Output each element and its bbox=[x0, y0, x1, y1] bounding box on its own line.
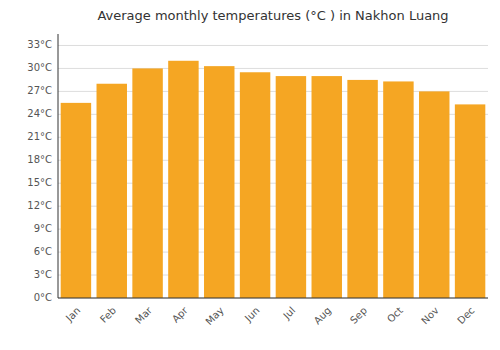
x-tick-label: Feb bbox=[98, 305, 118, 325]
x-axis-line bbox=[58, 298, 488, 299]
bar bbox=[455, 104, 485, 298]
grid bbox=[58, 45, 488, 298]
x-axis-ticks: Jan Feb Mar Apr May Jun Jul Aug Sep Oct Nov Dec bbox=[63, 304, 477, 327]
chart-svg: 0°C 3°C 6°C 9°C 12°C 15°C 18°C 21°C 24°C 27°C 30°C… bbox=[0, 0, 500, 350]
bar bbox=[204, 66, 234, 298]
y-tick-label: 27°C bbox=[27, 85, 52, 96]
x-tick-label: Mar bbox=[133, 304, 155, 326]
bar bbox=[61, 103, 91, 298]
bar bbox=[347, 80, 377, 298]
y-tick-label: 21°C bbox=[27, 131, 52, 142]
bar bbox=[240, 72, 270, 298]
x-tick-label: Jun bbox=[242, 305, 262, 325]
x-tick-label: Apr bbox=[170, 304, 191, 325]
y-axis-line bbox=[58, 34, 59, 298]
y-tick-label: 12°C bbox=[27, 200, 52, 211]
bar bbox=[312, 76, 342, 298]
y-axis-ticks: 0°C 3°C 6°C 9°C 12°C 15°C 18°C 21°C 24°C 27°C 30°C… bbox=[27, 39, 52, 303]
grid-line bbox=[58, 68, 488, 69]
y-tick-label: 3°C bbox=[34, 269, 52, 280]
y-tick-label: 18°C bbox=[27, 154, 52, 165]
x-tick-label: Jul bbox=[280, 305, 297, 322]
y-tick-label: 6°C bbox=[34, 246, 52, 257]
bar bbox=[168, 61, 198, 298]
bars bbox=[61, 61, 486, 298]
y-tick-label: 30°C bbox=[27, 62, 52, 73]
grid-line bbox=[58, 298, 488, 299]
y-tick-label: 0°C bbox=[34, 292, 52, 303]
bar bbox=[383, 81, 413, 298]
x-tick-label: Dec bbox=[455, 305, 476, 326]
bar bbox=[97, 84, 127, 298]
y-tick-label: 33°C bbox=[27, 39, 52, 50]
x-tick-label: May bbox=[203, 305, 225, 327]
bar bbox=[276, 76, 306, 298]
grid-line bbox=[58, 45, 488, 46]
x-tick-label: Sep bbox=[348, 305, 369, 326]
bar bbox=[419, 91, 449, 298]
chart-container: 0°C 3°C 6°C 9°C 12°C 15°C 18°C 21°C 24°C 27°C 30°C… bbox=[0, 0, 500, 350]
y-tick-label: 15°C bbox=[27, 177, 52, 188]
title: Average monthly temperatures (°C ) in Na… bbox=[97, 8, 448, 23]
x-tick-label: Aug bbox=[312, 305, 334, 327]
bar bbox=[132, 68, 162, 298]
x-tick-label: Oct bbox=[385, 305, 405, 325]
y-tick-label: 9°C bbox=[34, 223, 52, 234]
x-tick-label: Jan bbox=[63, 305, 82, 324]
y-tick-label: 24°C bbox=[27, 108, 52, 119]
x-tick-label: Nov bbox=[419, 305, 441, 327]
